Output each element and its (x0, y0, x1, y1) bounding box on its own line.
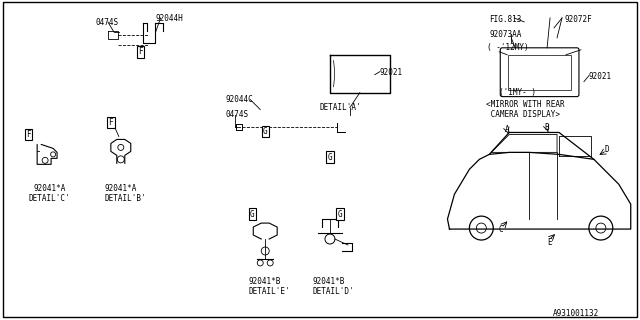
Text: 92041*A: 92041*A (33, 184, 65, 193)
Text: 92021: 92021 (589, 72, 612, 81)
Text: 92044C: 92044C (225, 95, 253, 104)
Text: B: B (545, 123, 549, 132)
Text: <MIRROR WITH REAR: <MIRROR WITH REAR (486, 100, 565, 108)
Text: A: A (505, 125, 509, 134)
Text: 0474S: 0474S (225, 109, 248, 118)
Text: DETAIL'D': DETAIL'D' (312, 287, 354, 296)
Text: 92044H: 92044H (156, 14, 184, 23)
Text: G: G (338, 210, 342, 219)
Text: G: G (328, 153, 332, 162)
Text: DETAIL'C': DETAIL'C' (28, 194, 70, 203)
Text: F: F (109, 118, 113, 127)
Text: F: F (26, 130, 31, 139)
Text: DETAIL'B': DETAIL'B' (105, 194, 147, 203)
Text: A931001132: A931001132 (552, 309, 599, 318)
Text: F: F (138, 47, 143, 56)
Text: 92072F: 92072F (564, 15, 592, 24)
Text: G: G (250, 210, 255, 219)
Text: DETAIL'E': DETAIL'E' (248, 287, 290, 296)
Text: 92041*B: 92041*B (248, 277, 281, 286)
Text: 92021: 92021 (380, 68, 403, 77)
Text: FIG.813: FIG.813 (490, 15, 522, 24)
Text: ('1MY- ): ('1MY- ) (499, 88, 536, 97)
Text: E: E (547, 237, 552, 246)
Text: 92041*A: 92041*A (105, 184, 137, 193)
Text: G: G (263, 127, 268, 136)
Text: 92041*B: 92041*B (312, 277, 344, 286)
Text: D: D (605, 145, 609, 154)
Text: CAMERA DISPLAY>: CAMERA DISPLAY> (486, 109, 561, 118)
Text: 92073AA: 92073AA (490, 30, 522, 39)
Text: DETAIL'A': DETAIL'A' (320, 103, 362, 112)
Text: 0474S: 0474S (96, 18, 119, 27)
Text: ( -'12MY): ( -'12MY) (487, 43, 529, 52)
Text: C: C (499, 225, 504, 234)
